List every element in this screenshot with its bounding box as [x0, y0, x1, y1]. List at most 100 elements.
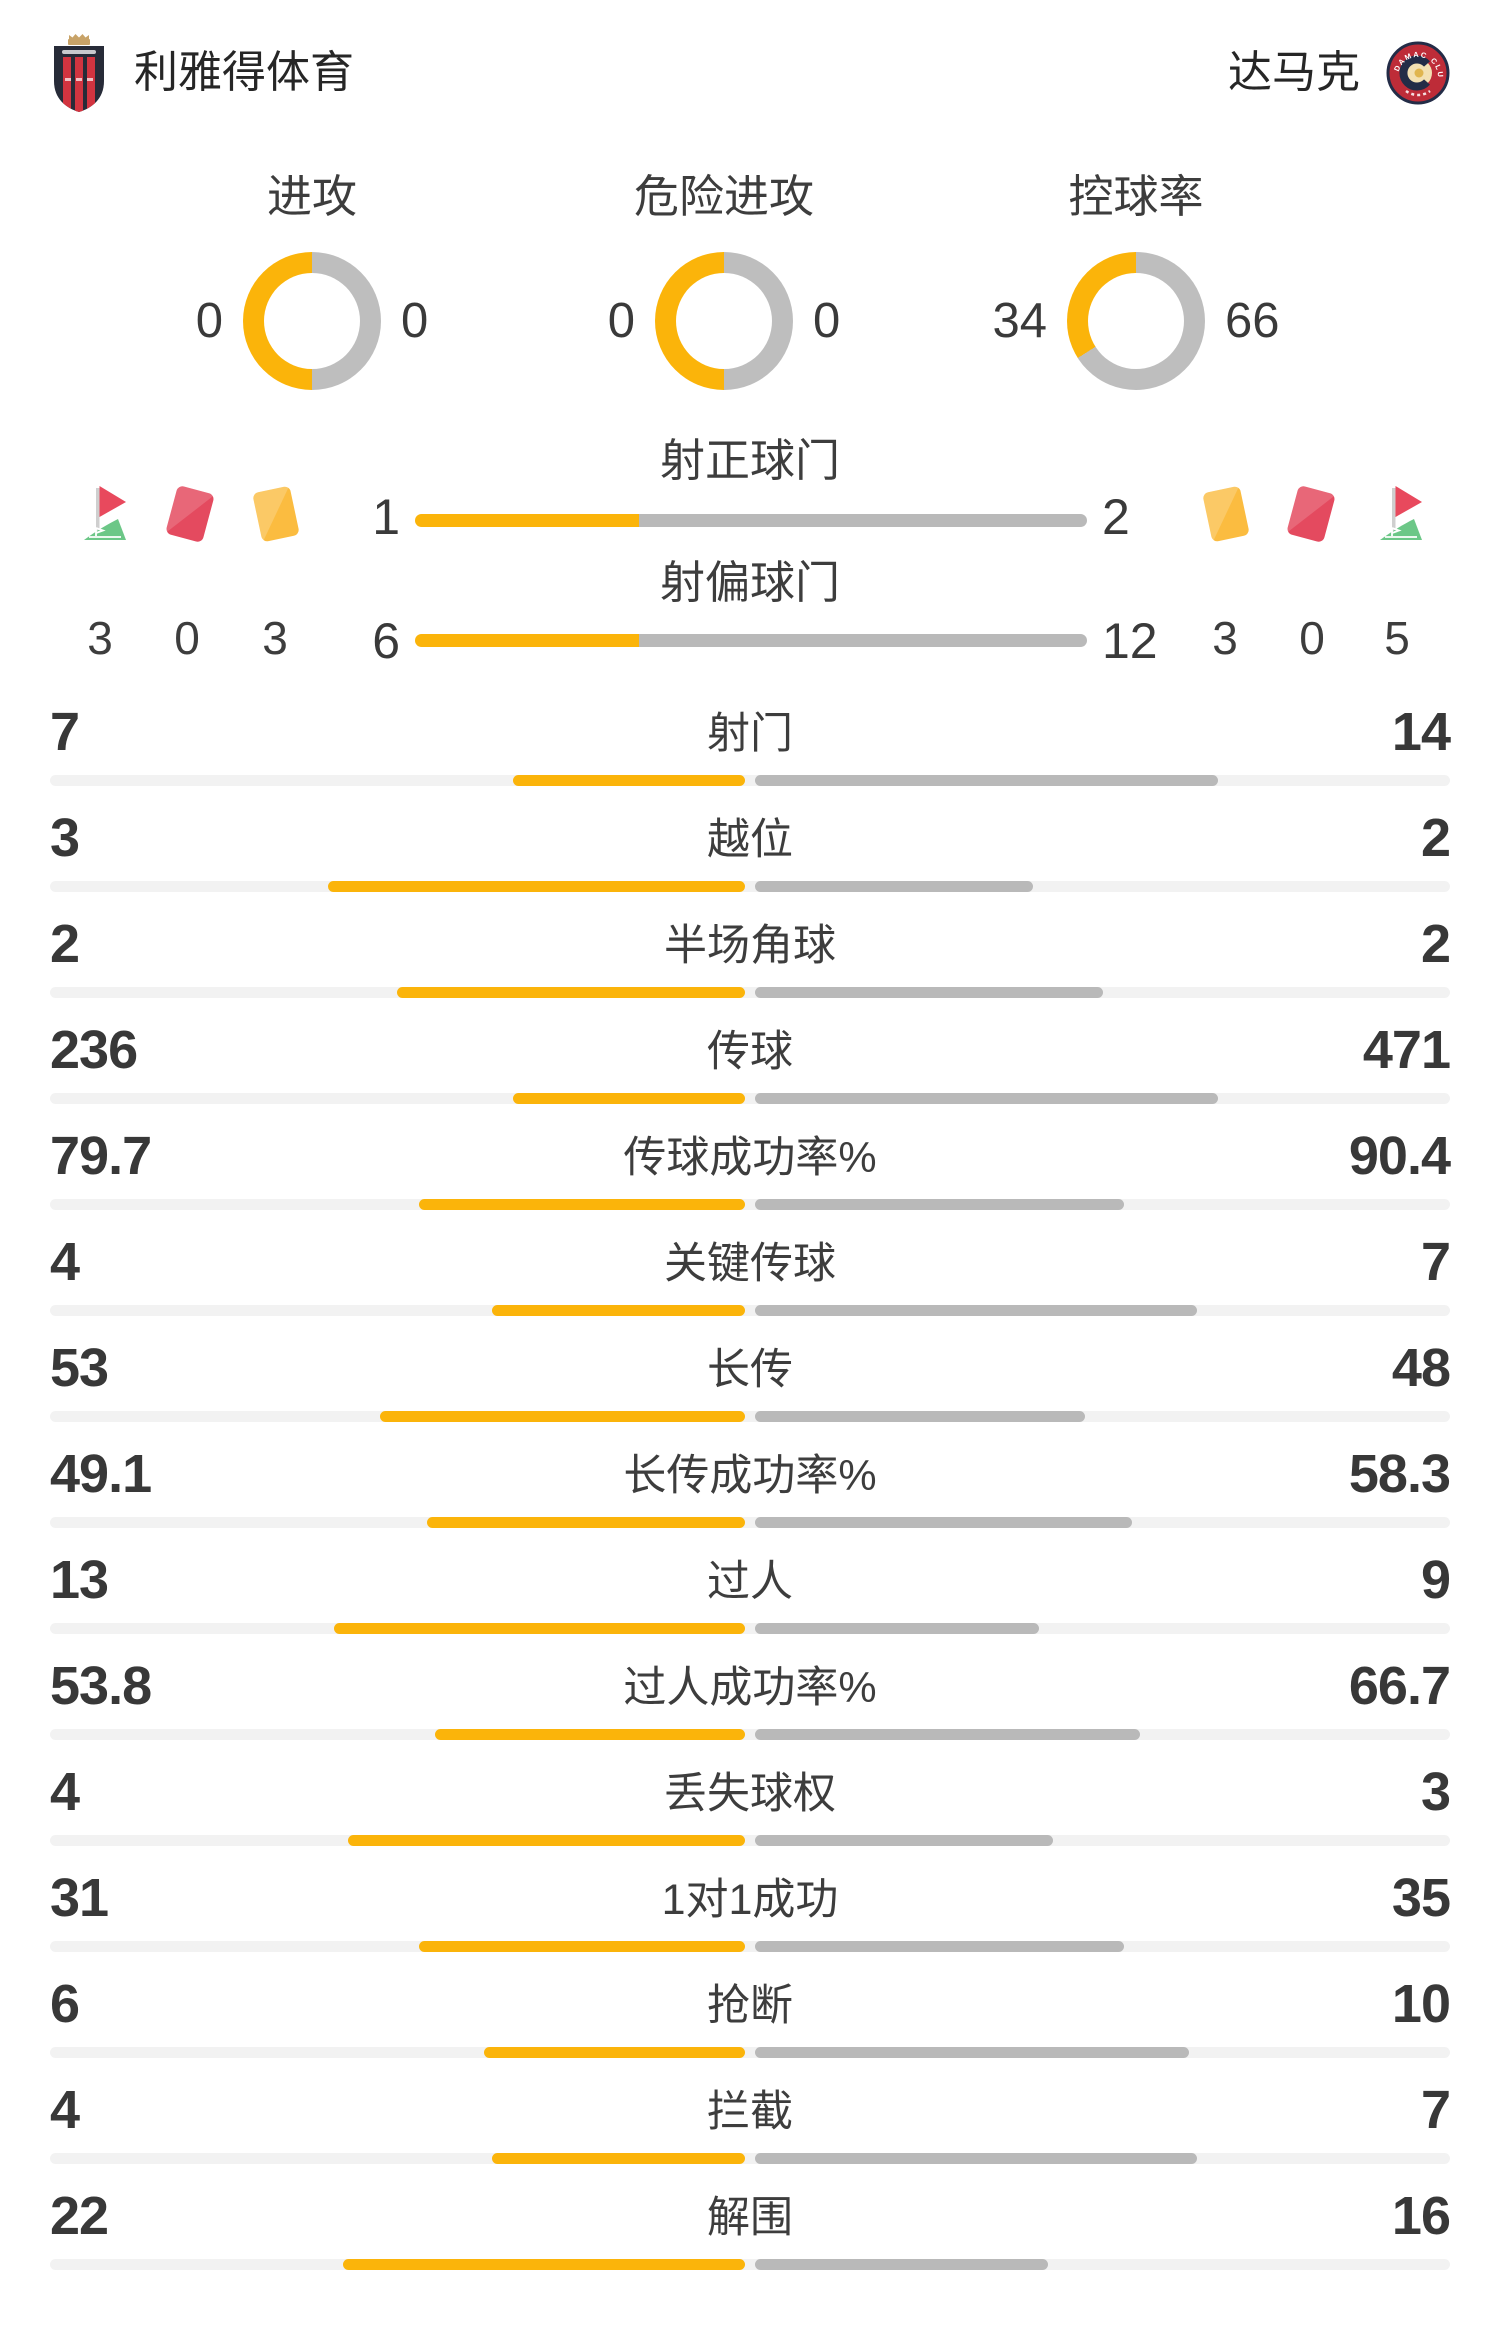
- stat-away-value: 66.7: [1348, 1656, 1451, 1716]
- stat-bar: [50, 1941, 1450, 1952]
- away-red-card-icon: [1286, 484, 1336, 542]
- gauge-label: 进攻: [266, 171, 357, 222]
- gauge-label: 危险进攻: [633, 171, 814, 222]
- stat-label: 过人: [707, 1558, 793, 1606]
- stat-row-passes: 236 传球 471: [0, 1018, 1500, 1124]
- home-bar: [427, 1517, 745, 1528]
- stat-away-value: 35: [1391, 1868, 1451, 1928]
- stat-home-value: 7: [50, 702, 80, 762]
- stat-home-value: 53: [50, 1338, 109, 1398]
- stat-home-value: 79.7: [50, 1126, 152, 1186]
- stat-home-value: 236: [50, 1020, 138, 1080]
- stat-label: 传球成功率%: [623, 1134, 877, 1182]
- away-bar: [755, 1623, 1039, 1634]
- stat-label: 射门: [707, 710, 793, 758]
- home-bar: [419, 1941, 745, 1952]
- stat-away-value: 7: [1420, 2080, 1451, 2140]
- donut-chart: [1067, 252, 1205, 390]
- stat-row-half-corners: 2 半场角球 2: [0, 912, 1500, 1018]
- gauge-home-value: 0: [607, 294, 635, 348]
- home-bar: [492, 2153, 745, 2164]
- stat-bar: [50, 1835, 1450, 1846]
- gauge-home-value: 34: [992, 294, 1047, 348]
- stat-label: 半场角球: [664, 922, 836, 970]
- stat-away-value: 9: [1420, 1550, 1451, 1610]
- home-yellow-card-icon: [252, 485, 299, 543]
- stat-home-value: 13: [50, 1550, 109, 1610]
- home-bar-segment: [415, 514, 639, 527]
- stat-row-duels-won: 31 1对1成功 35: [0, 1866, 1500, 1972]
- away-bar: [755, 987, 1103, 998]
- stat-label: 抢断: [707, 1982, 793, 2030]
- stat-label: 过人成功率%: [623, 1664, 877, 1712]
- home-bar: [419, 1199, 745, 1210]
- shots-off-target-away: 12: [1102, 613, 1158, 669]
- away-bar: [755, 1199, 1124, 1210]
- stat-bar: [50, 1517, 1450, 1528]
- stat-home-value: 49.1: [50, 1444, 152, 1504]
- stat-row-long-balls: 53 长传 48: [0, 1336, 1500, 1442]
- stat-label: 长传: [707, 1346, 793, 1394]
- home-bar: [513, 775, 745, 786]
- away-bar: [755, 1729, 1140, 1740]
- away-bar: [755, 1835, 1053, 1846]
- stat-label: 解围: [707, 2194, 793, 2242]
- gauge-away-value: 0: [401, 294, 429, 348]
- home-bar: [334, 1623, 745, 1634]
- away-corner-flag-icon: [1380, 486, 1422, 540]
- stat-away-value: 10: [1391, 1974, 1451, 2034]
- stat-bar: [50, 2047, 1450, 2058]
- away-bar: [755, 881, 1033, 892]
- gauge-dangerous-attacks: 危险进攻 0 0: [554, 172, 894, 390]
- stat-row-dribble-success: 53.8 过人成功率% 66.7: [0, 1654, 1500, 1760]
- stat-away-value: 3: [1420, 1762, 1451, 1822]
- home-bar: [397, 987, 745, 998]
- stat-away-value: 2: [1420, 914, 1451, 974]
- home-bar: [328, 881, 745, 892]
- shots-on-target-label: 射正球门: [659, 435, 840, 486]
- home-team: 利雅得体育: [50, 33, 354, 113]
- stat-home-value: 4: [50, 1762, 80, 1822]
- stat-bar: [50, 2153, 1450, 2164]
- stat-home-value: 31: [50, 1868, 109, 1928]
- stat-row-interceptions: 4 拦截 7: [0, 2078, 1500, 2184]
- stat-row-tackles: 6 抢断 10: [0, 1972, 1500, 2078]
- gauge-possession: 控球率 34 66: [966, 172, 1306, 390]
- home-bar: [343, 2259, 745, 2270]
- away-bar: [755, 1517, 1132, 1528]
- stat-row-key-passes: 4 关键传球 7: [0, 1230, 1500, 1336]
- home-bar: [348, 1835, 745, 1846]
- stat-home-value: 6: [50, 1974, 80, 2034]
- stat-home-value: 4: [50, 2080, 80, 2140]
- away-team: 达马克 DAMAC CLUB: [1228, 41, 1450, 105]
- stat-bar: [50, 1623, 1450, 1634]
- away-team-logo-icon: DAMAC CLUB: [1386, 41, 1450, 105]
- gauge-home-value: 0: [195, 294, 223, 348]
- stat-label: 拦截: [707, 2088, 793, 2136]
- donut-gauges: 进攻 0 0 危险进攻 0 0 控球率 34 66: [142, 172, 1306, 390]
- stat-bar: [50, 1093, 1450, 1104]
- stat-home-value: 4: [50, 1232, 80, 1292]
- stat-bar: [50, 1411, 1450, 1422]
- stat-away-value: 471: [1362, 1020, 1451, 1080]
- home-corners-count: 3: [87, 612, 113, 664]
- stat-away-value: 48: [1391, 1338, 1451, 1398]
- stat-bar: [50, 1199, 1450, 1210]
- home-yellow-cards-count: 3: [262, 612, 288, 664]
- shots-on-target-bar: [415, 514, 1087, 527]
- away-bar: [755, 1411, 1085, 1422]
- stat-away-value: 16: [1391, 2186, 1451, 2246]
- home-bar: [435, 1729, 745, 1740]
- home-bar: [513, 1093, 745, 1104]
- home-bar: [484, 2047, 745, 2058]
- shots-off-target-bar: [415, 634, 1087, 647]
- away-corners-count: 5: [1384, 612, 1410, 664]
- away-bar: [755, 2153, 1197, 2164]
- stat-bar: [50, 987, 1450, 998]
- stat-row-dribbles: 13 过人 9: [0, 1548, 1500, 1654]
- stat-label: 传球: [707, 1028, 793, 1076]
- stat-home-value: 3: [50, 808, 80, 868]
- stat-row-clearances: 22 解围 16: [0, 2184, 1500, 2290]
- away-bar-segment: [639, 634, 1087, 647]
